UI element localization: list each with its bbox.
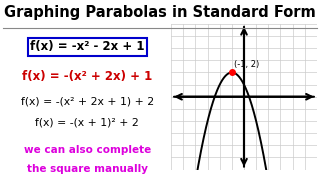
Text: the square manually: the square manually xyxy=(27,164,148,174)
Text: we can also complete: we can also complete xyxy=(24,145,151,155)
Text: f(x) = -(x² + 2x) + 1: f(x) = -(x² + 2x) + 1 xyxy=(22,70,152,83)
Text: f(x) = -(x + 1)² + 2: f(x) = -(x + 1)² + 2 xyxy=(35,118,139,128)
Text: Graphing Parabolas in Standard Form: Graphing Parabolas in Standard Form xyxy=(4,4,316,19)
Text: f(x) = -x² - 2x + 1: f(x) = -x² - 2x + 1 xyxy=(30,40,144,53)
Text: (-1, 2): (-1, 2) xyxy=(234,60,259,69)
Text: f(x) = -(x² + 2x + 1) + 2: f(x) = -(x² + 2x + 1) + 2 xyxy=(20,97,154,107)
